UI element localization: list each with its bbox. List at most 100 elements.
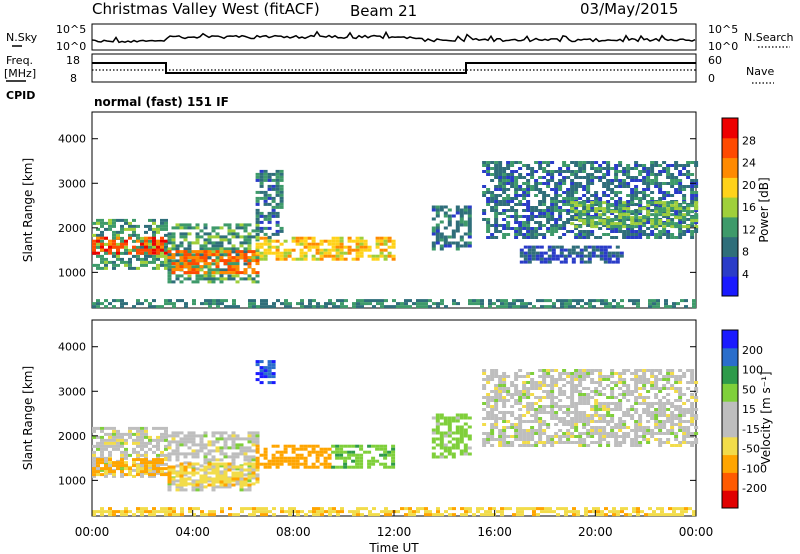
- scatter-cell: [255, 238, 260, 242]
- scatter-cell: [488, 510, 492, 514]
- scatter-cell: [371, 456, 376, 460]
- scatter-cell: [614, 210, 619, 214]
- scatter-cell: [590, 381, 595, 384]
- scatter-cell: [602, 429, 607, 432]
- scatter-cell: [387, 453, 392, 457]
- scatter-cell: [606, 194, 611, 197]
- scatter-cell: [530, 378, 535, 381]
- scatter-cell: [556, 507, 560, 511]
- scatter-cell: [694, 441, 699, 444]
- scatter-cell: [658, 444, 663, 447]
- scatter-cell: [610, 432, 615, 435]
- scatter-cell: [550, 224, 555, 227]
- scatter-cell: [674, 387, 679, 390]
- scatter-cell: [600, 302, 604, 306]
- scatter-cell: [431, 247, 436, 251]
- scatter-cell: [275, 254, 280, 258]
- scatter-cell: [255, 251, 260, 255]
- scatter-cell: [526, 411, 531, 414]
- scatter-cell: [522, 182, 527, 185]
- scatter-cell: [175, 474, 180, 478]
- scatter-cell: [500, 513, 504, 517]
- scatter-cell: [642, 372, 647, 375]
- scatter-cell: [199, 256, 204, 260]
- scatter-cell: [235, 259, 240, 263]
- scatter-cell: [682, 216, 687, 220]
- scatter-cell: [371, 444, 376, 448]
- scatter-cell: [259, 196, 264, 200]
- scatter-cell: [618, 230, 623, 233]
- scatter-cell: [92, 251, 96, 255]
- scatter-cell: [180, 510, 184, 514]
- scatter-cell: [650, 222, 655, 226]
- scatter-cell: [616, 510, 620, 514]
- scatter-cell: [272, 513, 276, 517]
- scatter-cell: [540, 305, 544, 309]
- scatter-cell: [558, 179, 563, 182]
- power-colorbar-tick: 24: [742, 157, 756, 170]
- scatter-cell: [195, 253, 200, 257]
- scatter-cell: [494, 161, 499, 164]
- scatter-cell: [96, 266, 100, 270]
- scatter-cell: [526, 203, 531, 206]
- scatter-cell: [518, 402, 523, 405]
- scatter-cell: [227, 455, 232, 459]
- scatter-cell: [630, 429, 635, 432]
- scatter-cell: [227, 480, 232, 484]
- scatter-cell: [590, 414, 595, 417]
- velocity-ylabel: Slant Range [km]: [21, 366, 35, 470]
- scatter-cell: [255, 245, 260, 249]
- scatter-cell: [259, 257, 264, 261]
- scatter-cell: [602, 176, 607, 179]
- scatter-cell: [136, 473, 140, 477]
- scatter-cell: [594, 176, 599, 179]
- scatter-cell: [451, 446, 456, 450]
- scatter-cell: [335, 465, 340, 469]
- scatter-cell: [92, 459, 96, 463]
- scatter-cell: [120, 465, 124, 469]
- scatter-cell: [682, 408, 687, 411]
- scatter-cell: [682, 197, 687, 200]
- scatter-cell: [424, 510, 428, 514]
- scatter-cell: [586, 191, 591, 194]
- scatter-cell: [690, 408, 695, 411]
- scatter-cell: [156, 239, 160, 243]
- scatter-cell: [502, 396, 507, 399]
- scatter-cell: [207, 280, 212, 284]
- scatter-cell: [584, 513, 588, 517]
- scatter-cell: [554, 227, 559, 230]
- scatter-cell: [526, 435, 531, 438]
- scatter-cell: [502, 173, 507, 176]
- scatter-cell: [642, 435, 647, 438]
- scatter-cell: [363, 239, 368, 243]
- scatter-cell: [343, 462, 348, 466]
- scatter-cell: [215, 446, 220, 450]
- scatter-cell: [335, 248, 340, 252]
- scatter-cell: [335, 257, 340, 261]
- scatter-cell: [602, 393, 607, 396]
- scatter-cell: [116, 447, 120, 451]
- scatter-cell: [408, 305, 412, 309]
- scatter-cell: [447, 416, 452, 420]
- scatter-cell: [634, 236, 639, 239]
- scatter-cell: [156, 461, 160, 465]
- scatter-cell: [554, 381, 559, 384]
- scatter-cell: [482, 438, 487, 441]
- scatter-cell: [626, 210, 631, 214]
- scatter-cell: [678, 441, 683, 444]
- scatter-cell: [244, 507, 248, 511]
- scatter-cell: [542, 191, 547, 194]
- scatter-cell: [243, 250, 248, 254]
- scatter-cell: [670, 372, 675, 375]
- scatter-cell: [116, 510, 120, 514]
- scatter-cell: [420, 507, 424, 511]
- scatter-cell: [299, 444, 304, 448]
- scatter-cell: [96, 218, 100, 222]
- scatter-cell: [100, 260, 104, 264]
- scatter-cell: [267, 381, 272, 385]
- scatter-cell: [658, 210, 663, 214]
- scatter-cell: [535, 254, 540, 258]
- scatter-cell: [526, 194, 531, 197]
- scatter-cell: [375, 444, 380, 448]
- scatter-cell: [482, 387, 487, 390]
